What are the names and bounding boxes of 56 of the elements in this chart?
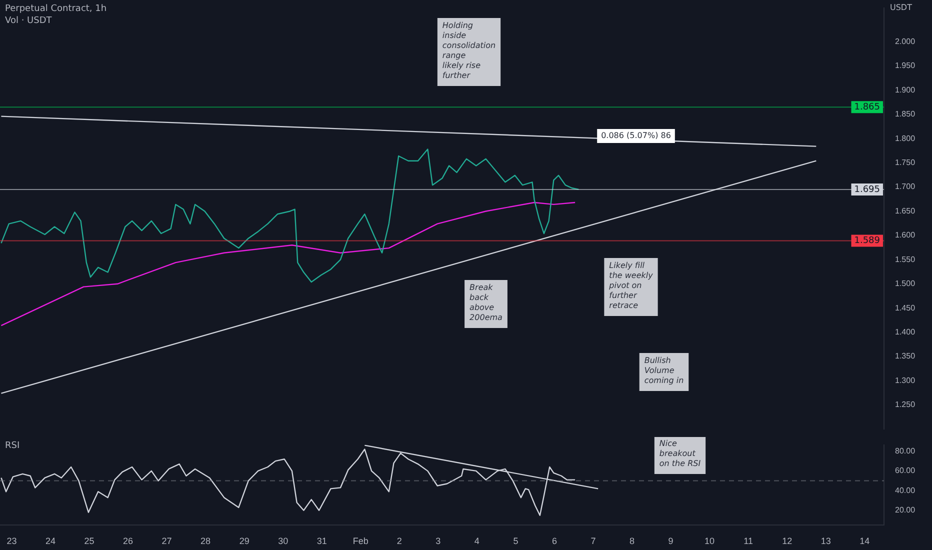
x-tick-label: 26 [123,536,134,546]
annotation: Bullish Volume coming in [644,356,684,386]
annotation: 0.086 (5.07%) 86 [601,131,671,140]
x-tick-label: 30 [278,536,288,546]
y-tick-label: 1.450 [895,303,916,312]
ref-line-label: 1.695 [854,184,880,195]
x-tick-label: 10 [704,536,715,546]
x-tick-label: 11 [744,536,753,546]
x-tick-label: Feb [352,536,368,546]
x-tick-label: 7 [590,536,596,546]
x-tick-label: 12 [782,536,792,546]
y-tick-label: 60.00 [895,466,916,476]
y-axis-title: USDT [890,3,912,12]
y-tick-label: 40.00 [895,486,916,495]
chart-title: Perpetual Contract, 1h [5,4,107,14]
chart-title: RSI [5,440,20,451]
x-tick-label: 8 [630,536,635,546]
y-tick-label: 1.600 [895,230,916,240]
annotation: Holding inside consolidation range likely rise further [442,21,496,80]
annotation: Likely fill the weekly pivot on further retrace [608,261,654,310]
x-tick-label: 27 [162,536,172,546]
y-tick-label: 20.00 [895,506,916,515]
x-tick-label: 23 [6,536,17,546]
x-tick-label: 29 [239,536,250,546]
x-tick-label: 9 [668,536,674,546]
y-tick-label: 1.650 [895,206,916,216]
annotation: Vol · USDT [5,16,52,26]
x-tick-label: 28 [200,536,211,546]
x-tick-label: 3 [436,536,441,546]
x-tick-label: 24 [45,536,56,546]
x-tick-label: 4 [474,536,480,546]
y-tick-label: 1.900 [895,85,916,94]
y-tick-label: 1.850 [895,110,916,119]
y-tick-label: 1.750 [895,158,916,167]
y-tick-label: 1.550 [895,254,916,264]
x-tick-label: 2 [396,536,402,546]
y-tick-label: 1.300 [895,376,916,385]
y-tick-label: 80.00 [895,446,916,456]
y-tick-label: 1.700 [895,182,916,192]
annotation: Break back above 200ema [470,283,503,322]
x-tick-label: 14 [860,536,870,546]
y-tick-label: 1.350 [895,352,916,361]
y-tick-label: 1.950 [895,61,916,70]
x-tick-label: 5 [513,536,518,546]
x-tick-label: 31 [316,536,327,546]
ref-line-label: 1.865 [854,102,880,112]
y-tick-label: 1.250 [895,400,916,410]
y-tick-label: 1.800 [895,134,916,143]
y-tick-label: 2.000 [895,36,916,46]
x-tick-label: 6 [552,536,557,546]
x-tick-label: 13 [820,536,831,546]
y-tick-label: 1.500 [895,279,916,288]
annotation: Nice breakout on the RSI [659,439,702,468]
y-tick-label: 1.400 [895,328,916,337]
ref-line-label: 1.589 [854,236,880,246]
x-tick-label: 25 [84,536,94,546]
